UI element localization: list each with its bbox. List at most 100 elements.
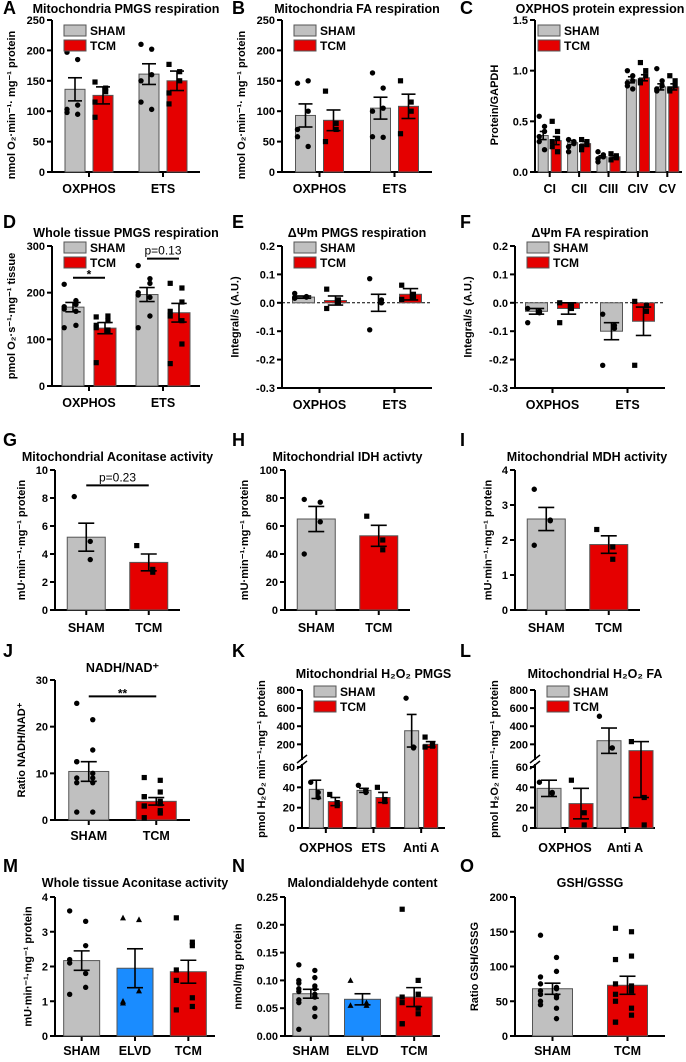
legend-swatch-sham xyxy=(63,241,87,254)
data-point-circle xyxy=(541,128,548,135)
y-tick-label: 50 xyxy=(263,137,275,149)
data-point-square xyxy=(594,526,600,533)
data-point-triangle xyxy=(120,999,126,1006)
data-point-circle xyxy=(537,1002,544,1008)
y-tick-label: 0 xyxy=(42,1031,48,1043)
y-tick-label: 0.2 xyxy=(260,241,275,253)
panel-letter: E xyxy=(232,212,244,232)
significance-label: p=0.23 xyxy=(99,470,136,484)
x-tick-label: CIII xyxy=(599,182,618,196)
x-tick-label: ETS xyxy=(361,841,385,855)
data-point-circle xyxy=(624,67,631,74)
data-point-square xyxy=(134,543,140,549)
data-point-square xyxy=(167,308,173,314)
data-point-circle xyxy=(305,108,311,114)
data-point-square xyxy=(141,803,147,809)
x-tick-label: ETS xyxy=(382,398,406,412)
y-tick-label: 250 xyxy=(257,15,275,27)
legend-label: SHAM xyxy=(320,241,355,255)
data-point-square xyxy=(429,743,436,749)
y-tick-label: 60 xyxy=(266,521,278,533)
data-point-circle xyxy=(147,280,153,287)
y-tick-label: -0.2 xyxy=(489,355,508,367)
axis-break-mark xyxy=(296,754,308,764)
data-point-circle xyxy=(61,306,67,312)
data-point-square xyxy=(103,85,109,91)
data-point-square xyxy=(397,131,404,137)
data-point-square xyxy=(399,1021,405,1027)
x-tick-label: Anti A xyxy=(403,841,439,855)
data-point-square xyxy=(334,803,340,809)
panel-title: ΔΨm PMGS respiration xyxy=(288,226,427,240)
data-point-circle xyxy=(611,325,618,332)
data-point-circle xyxy=(553,986,560,992)
data-point-circle xyxy=(74,700,80,707)
y-tick-label: 100 xyxy=(260,465,278,477)
data-point-circle xyxy=(294,126,301,133)
data-point-circle xyxy=(74,779,80,786)
data-point-square xyxy=(399,1000,405,1006)
panel-letter: D xyxy=(3,212,16,232)
data-point-circle xyxy=(82,970,89,977)
bar-tcm xyxy=(167,312,191,387)
y-tick-label: 4 xyxy=(42,549,49,561)
y-tick-label: 0 xyxy=(39,167,45,179)
data-point-circle xyxy=(308,779,314,785)
y-tick-label: 600 xyxy=(510,703,528,715)
data-point-square xyxy=(177,78,183,84)
y-tick-label: 50 xyxy=(33,137,45,149)
x-tick-label: OXPHOS xyxy=(62,396,116,410)
y-tick-label: 0.1 xyxy=(493,269,508,281)
legend-label: SHAM xyxy=(564,24,599,38)
data-point-square xyxy=(628,988,635,994)
data-point-square xyxy=(628,953,635,959)
y-tick-label: -0.3 xyxy=(489,383,508,395)
panel-k: K Mitochondrial H₂O₂ PMGS pmol H₂O₂ min⁻¹·… xyxy=(232,641,451,855)
data-point-square xyxy=(584,139,590,145)
data-point-circle xyxy=(624,83,631,89)
data-point-circle xyxy=(541,123,548,130)
data-point-square xyxy=(549,144,555,150)
y-tick-label: 400 xyxy=(277,721,295,733)
data-point-circle xyxy=(531,486,537,492)
y-tick-label: 80 xyxy=(266,493,278,505)
data-point-square xyxy=(141,794,147,800)
significance-label: * xyxy=(87,268,92,282)
y-tick-label: 2 xyxy=(42,577,48,589)
data-point-square xyxy=(554,128,561,135)
x-tick-label: TCM xyxy=(143,829,170,843)
data-point-square xyxy=(179,299,185,305)
data-point-square xyxy=(92,79,98,85)
y-tick-label: 40 xyxy=(266,549,278,561)
panel-g: G Mitochondrial Aconitase activity mU·min⁻… xyxy=(3,430,213,635)
panel-n: N Malondialdehyde content nmol/mg protein 0… xyxy=(232,856,440,1058)
y-tick-label: -0.3 xyxy=(256,383,275,395)
data-point-circle xyxy=(135,324,141,331)
panel-d: D Whole tissue PMGS respiration pmol O₂·s⁻… xyxy=(3,212,219,410)
bar-sham xyxy=(526,518,566,611)
y-tick-label: 1.5 xyxy=(513,15,528,27)
data-point-triangle xyxy=(136,916,142,923)
y-tick-label: 0.25 xyxy=(257,892,278,904)
data-point-square xyxy=(166,61,172,67)
data-point-square xyxy=(643,73,649,79)
y-tick-label: 200 xyxy=(510,739,528,751)
data-point-circle xyxy=(305,143,311,150)
y-axis-label: pmol H₂O₂ min⁻¹·mg⁻¹ protein xyxy=(256,680,268,838)
data-point-triangle xyxy=(120,914,126,921)
legend-label: SHAM xyxy=(340,685,375,699)
data-point-square xyxy=(415,977,421,983)
data-point-square xyxy=(612,1019,619,1025)
data-point-square xyxy=(672,78,678,84)
data-point-square xyxy=(380,537,386,543)
data-point-square xyxy=(167,280,173,286)
y-tick-label: 200 xyxy=(27,45,45,57)
x-tick-label: ETS xyxy=(382,182,406,196)
x-tick-label: SHAM xyxy=(292,1044,329,1058)
data-point-circle xyxy=(565,143,572,150)
legend-swatch-sham xyxy=(537,24,561,37)
data-point-square xyxy=(157,789,163,795)
data-point-circle xyxy=(659,83,665,89)
y-tick-label: 20 xyxy=(36,722,48,734)
data-point-circle xyxy=(537,981,544,987)
